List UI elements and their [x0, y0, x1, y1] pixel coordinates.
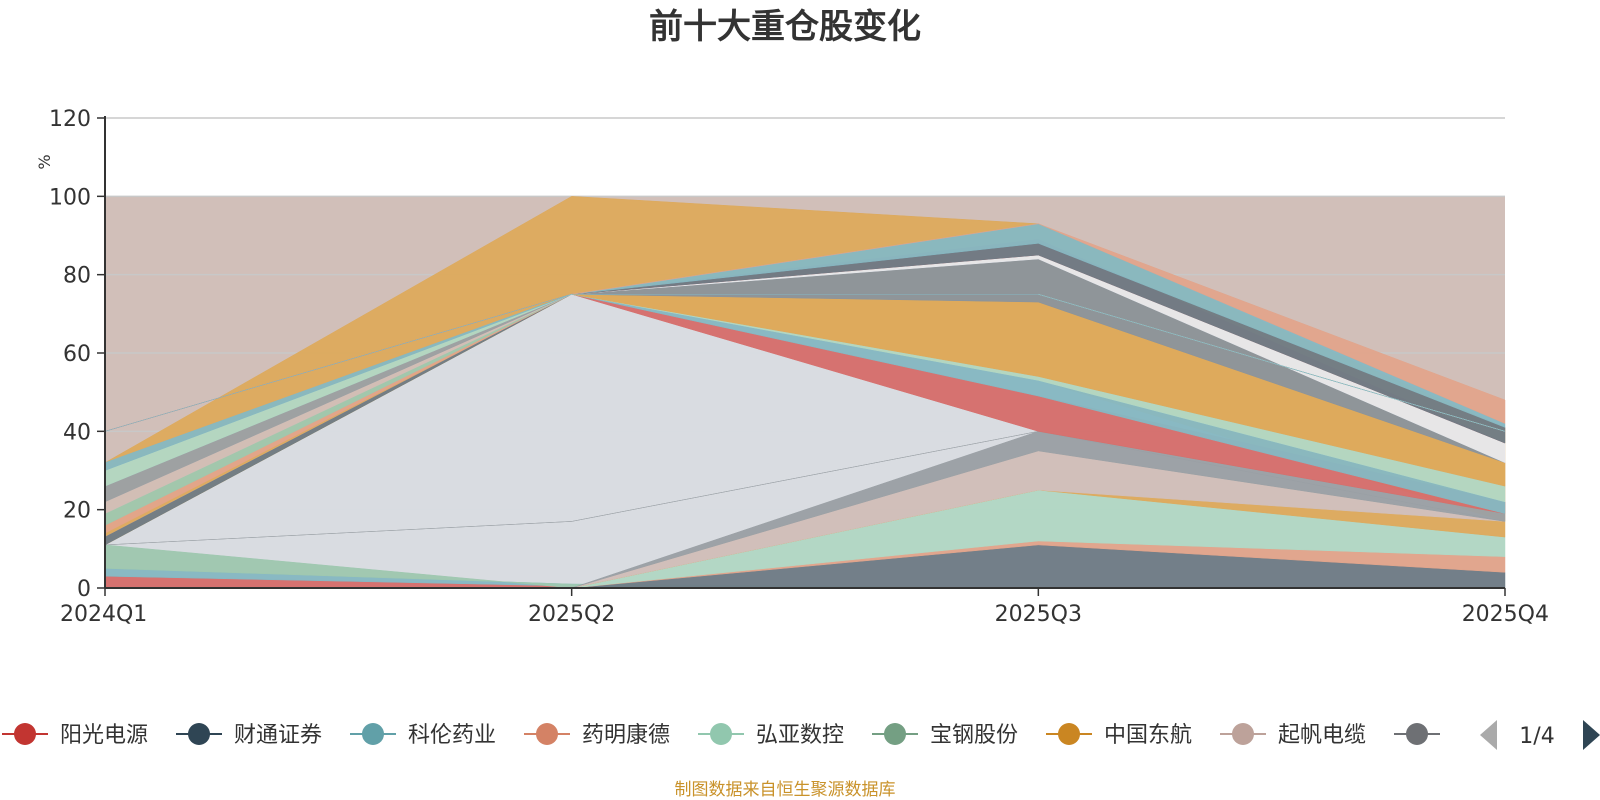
y-axis-label: % [35, 154, 54, 169]
legend-item[interactable]: 弘亚数控 [698, 723, 844, 748]
legend-label: 药明康德 [582, 723, 670, 748]
area-layers [104, 196, 1506, 589]
legend-item[interactable]: 起帆电缆 [1220, 723, 1366, 748]
legend-item[interactable]: 科伦药业 [350, 723, 496, 748]
legend-label: 宝钢股份 [930, 723, 1018, 748]
y-tick-label: 60 [63, 342, 91, 367]
legend-marker [884, 723, 906, 745]
legend-label: 财通证券 [234, 723, 322, 748]
chart-title: 前十大重仓股变化 [649, 7, 921, 47]
x-tick-label: 2025Q3 [995, 602, 1082, 627]
legend-item[interactable]: 药明康德 [524, 723, 670, 748]
area-layer-29 [104, 294, 1506, 471]
y-tick-label: 100 [49, 185, 91, 210]
legend-marker [1232, 723, 1254, 745]
legend-marker [1058, 723, 1080, 745]
legend-marker [536, 723, 558, 745]
legend-marker [362, 723, 384, 745]
legend-marker [1406, 723, 1428, 745]
y-tick-label: 120 [49, 107, 91, 132]
legend-item[interactable]: 阳光电源 [2, 723, 148, 748]
legend-marker [710, 723, 732, 745]
legend-label: 阳光电源 [60, 723, 148, 748]
legend-label: 起帆电缆 [1278, 723, 1366, 748]
legend-marker [188, 723, 210, 745]
legend-item[interactable]: 宝钢股份 [872, 723, 1018, 748]
y-tick-label: 20 [63, 499, 91, 524]
x-tick-label: 2025Q2 [528, 602, 615, 627]
legend-prev-icon[interactable] [1480, 720, 1497, 750]
legend-item[interactable] [1394, 723, 1440, 745]
legend-label: 弘亚数控 [756, 723, 844, 748]
legend-item[interactable]: 财通证券 [176, 723, 322, 748]
legend-next-icon[interactable] [1583, 720, 1600, 750]
area-layer-12 [104, 431, 1506, 546]
x-tick-label: 2025Q4 [1462, 602, 1549, 627]
legend-label: 中国东航 [1104, 723, 1192, 748]
legend-label: 科伦药业 [408, 723, 496, 748]
y-tick-label: 0 [77, 577, 91, 602]
legend-page-indicator: 1/4 [1519, 724, 1554, 749]
legend-item[interactable]: 中国东航 [1046, 723, 1192, 748]
legend: 阳光电源 财通证券 科伦药业 药明康德 弘亚数控 宝钢股份 中国东航 起帆电缆 1/4 [2, 720, 1600, 750]
area-layer-11 [105, 431, 1506, 589]
y-tick-label: 80 [63, 264, 91, 289]
source-note: 制图数据来自恒生聚源数据库 [675, 780, 896, 800]
area-layer-22 [104, 223, 1506, 538]
legend-marker [14, 723, 36, 745]
x-tick-label: 2024Q1 [60, 602, 147, 627]
axes: 0 20 40 60 80 100 120 2024Q1 2025Q2 2025Q3 2025Q4 [49, 107, 1549, 627]
y-tick-label: 40 [63, 420, 91, 445]
